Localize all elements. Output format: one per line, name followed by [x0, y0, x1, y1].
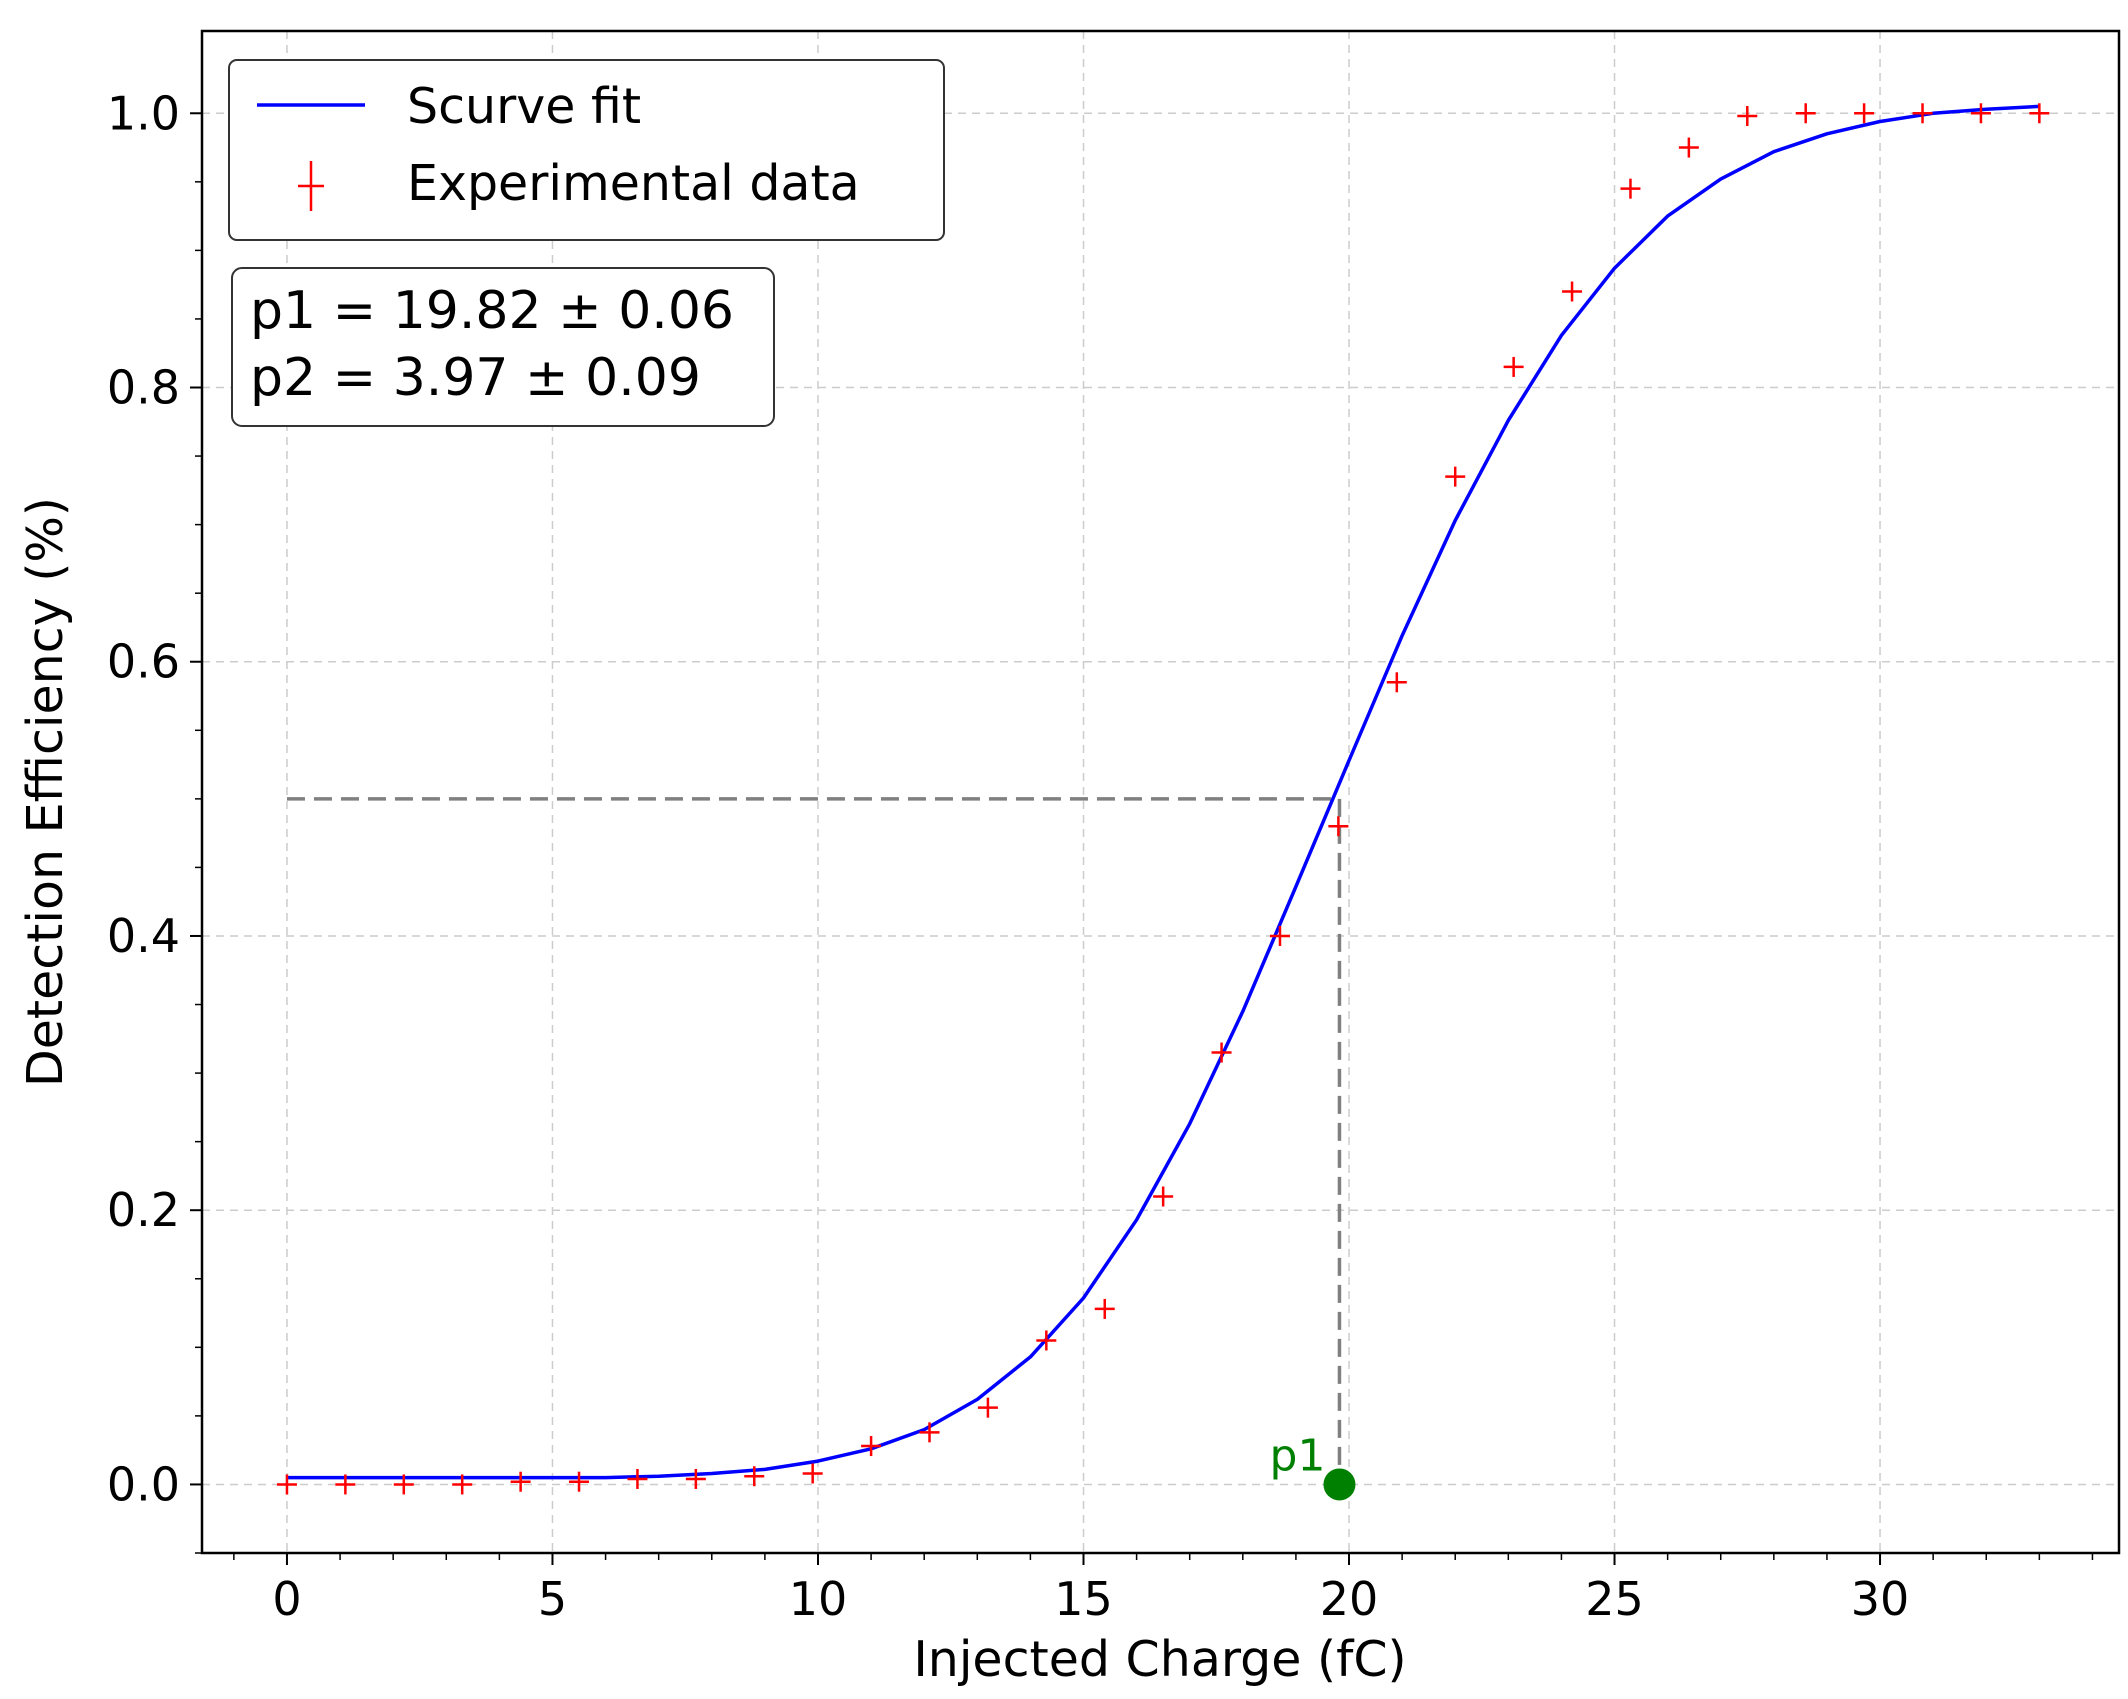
data-point — [1795, 103, 1816, 124]
data-point — [627, 1468, 648, 1489]
data-point — [744, 1466, 765, 1487]
legend: Scurve fit Experimental data — [228, 59, 945, 241]
data-point — [1036, 1330, 1057, 1351]
y-tick-label: 0.6 — [107, 635, 180, 689]
x-tick-label: 15 — [1054, 1572, 1113, 1626]
x-axis: 0 5 10 15 20 25 30 — [233, 1553, 2094, 1626]
legend-label-scurve-fit: Scurve fit — [407, 78, 641, 135]
data-point — [802, 1463, 823, 1484]
data-point — [685, 1468, 706, 1489]
data-point — [1094, 1298, 1115, 1319]
legend-box — [228, 59, 945, 241]
y-tick-label: 1.0 — [107, 86, 180, 140]
data-point — [1269, 925, 1290, 946]
legend-label-experimental-data: Experimental data — [407, 155, 860, 212]
data-point — [1620, 178, 1641, 199]
parameter-box: p1 = 19.82 ± 0.06 p2 = 3.97 ± 0.09 — [231, 267, 775, 427]
plot-background — [202, 31, 2119, 1553]
data-point — [1678, 137, 1699, 158]
data-point — [1153, 1186, 1174, 1207]
x-tick-label: 25 — [1585, 1572, 1644, 1626]
data-point — [1445, 466, 1466, 487]
data-point — [977, 1397, 998, 1418]
y-tick-label: 0.2 — [107, 1183, 180, 1237]
data-point — [1386, 672, 1407, 693]
data-point — [1912, 103, 1933, 124]
data-point — [510, 1471, 531, 1492]
data-point — [1328, 816, 1349, 837]
data-point — [919, 1422, 940, 1443]
y-tick-label: 0.8 — [107, 361, 180, 415]
data-point — [2029, 103, 2050, 124]
x-tick-label: 30 — [1851, 1572, 1910, 1626]
y-tick-label: 0.4 — [107, 909, 180, 963]
data-point — [335, 1474, 356, 1495]
parameter-p1: p1 = 19.82 ± 0.06 — [250, 281, 734, 341]
parameter-box-frame — [231, 267, 775, 427]
data-point — [1854, 103, 1875, 124]
threshold-reference-lines — [286, 797, 1342, 1485]
data-point — [1211, 1042, 1232, 1063]
data-point — [1970, 103, 1991, 124]
parameter-p2: p2 = 3.97 ± 0.09 — [250, 348, 701, 408]
p1-marker-layer: p1 — [1270, 1430, 1356, 1501]
data-point — [393, 1474, 414, 1495]
data-point — [1562, 281, 1583, 302]
x-tick-label: 0 — [272, 1572, 301, 1626]
x-tick-label: 20 — [1320, 1572, 1379, 1626]
x-axis-title: Injected Charge (fC) — [913, 1631, 1406, 1688]
legend-marker-swatch — [298, 161, 324, 211]
p1-marker-label: p1 — [1270, 1430, 1326, 1481]
p1-marker-dot — [1323, 1468, 1356, 1501]
data-point — [1503, 356, 1524, 377]
data-point — [861, 1436, 882, 1457]
data-point — [276, 1474, 297, 1495]
experimental-data-layer — [276, 103, 2050, 1495]
x-tick-label: 5 — [538, 1572, 567, 1626]
plot-frame — [200, 29, 2121, 1555]
y-axis-title: Detection Efficiency (%) — [17, 497, 74, 1087]
data-point — [452, 1474, 473, 1495]
y-tick-label: 0.0 — [107, 1457, 180, 1511]
data-point — [1737, 106, 1758, 127]
x-tick-label: 10 — [789, 1572, 848, 1626]
data-point — [569, 1471, 590, 1492]
y-axis: 0.0 0.2 0.4 0.6 0.8 1.0 — [107, 86, 202, 1554]
